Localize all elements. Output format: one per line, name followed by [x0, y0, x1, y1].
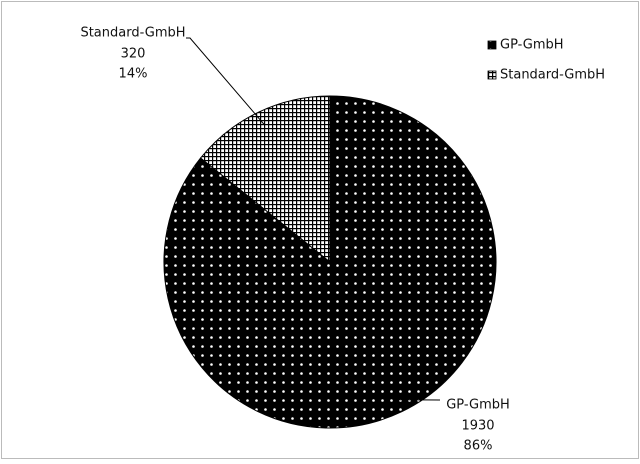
pie: [164, 96, 496, 428]
data-label-value: 1930: [461, 419, 494, 434]
data-label-value: 320: [121, 47, 146, 62]
data-label-percent: 86%: [464, 439, 493, 454]
data-label-name: GP-GmbH: [446, 398, 510, 413]
data-label-percent: 14%: [119, 67, 148, 82]
legend-swatch: [488, 71, 496, 79]
legend-label: Standard-GmbH: [500, 68, 605, 83]
legend-swatch: [488, 41, 496, 49]
data-label-name: Standard-GmbH: [80, 26, 185, 41]
legend-label: GP-GmbH: [500, 38, 564, 53]
